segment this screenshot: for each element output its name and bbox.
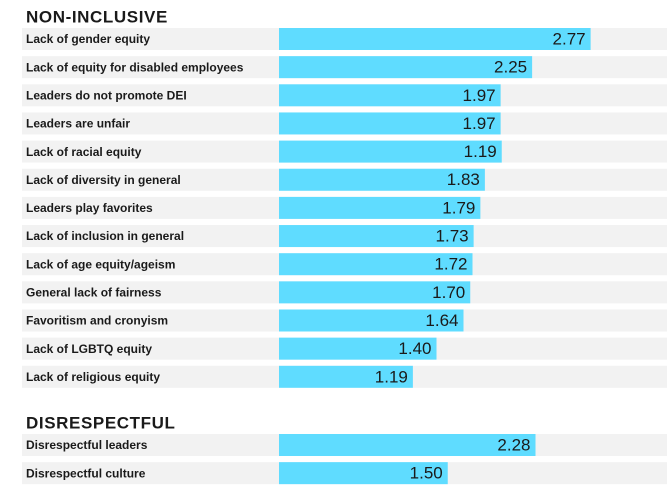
value-label: 1.97: [463, 114, 496, 133]
bar: [279, 84, 501, 107]
value-label: 1.19: [375, 367, 408, 386]
bar: [279, 112, 501, 135]
bar: [279, 253, 473, 276]
category-label: Lack of inclusion in general: [26, 229, 184, 243]
category-label: Favoritism and cronyism: [26, 314, 168, 328]
category-label: Lack of equity for disabled employees: [26, 60, 244, 74]
category-label: Lack of LGBTQ equity: [26, 342, 152, 356]
value-label: 2.28: [497, 435, 530, 454]
category-label: General lack of fairness: [26, 286, 162, 300]
value-label: 1.97: [463, 86, 496, 105]
category-label: Disrespectful leaders: [26, 438, 148, 452]
value-label: 1.50: [410, 464, 443, 483]
bar: [279, 28, 591, 50]
value-label: 1.19: [464, 142, 497, 161]
bar: [279, 140, 502, 163]
bar: [279, 196, 481, 219]
category-label: Leaders play favorites: [26, 201, 153, 215]
bar: [279, 168, 485, 191]
value-label: 2.25: [494, 58, 527, 77]
bar: [279, 225, 474, 248]
bar: [279, 281, 471, 304]
category-label: Leaders are unfair: [26, 117, 130, 131]
value-label: 2.77: [553, 29, 586, 48]
section-title: DISRESPECTFUL: [26, 413, 175, 432]
bar: [279, 309, 464, 332]
value-label: 1.70: [432, 283, 465, 302]
category-label: Lack of racial equity: [26, 145, 142, 159]
category-label: Lack of age equity/ageism: [26, 257, 175, 271]
value-label: 1.83: [447, 170, 480, 189]
bar: [279, 365, 413, 388]
category-label: Leaders do not promote DEI: [26, 88, 187, 102]
bar: [279, 56, 533, 79]
section-title: NON-INCLUSIVE: [26, 7, 168, 26]
value-label: 1.64: [425, 311, 458, 330]
value-label: 1.73: [436, 227, 469, 246]
value-label: 1.72: [434, 255, 467, 274]
bar: [279, 337, 437, 360]
value-label: 1.40: [398, 339, 431, 358]
category-label: Lack of gender equity: [26, 32, 150, 46]
value-label: 1.79: [442, 198, 475, 217]
category-label: Lack of religious equity: [26, 370, 160, 384]
category-label: Disrespectful culture: [26, 466, 146, 480]
bar: [279, 434, 536, 456]
category-label: Lack of diversity in general: [26, 173, 181, 187]
bar: [279, 462, 448, 485]
